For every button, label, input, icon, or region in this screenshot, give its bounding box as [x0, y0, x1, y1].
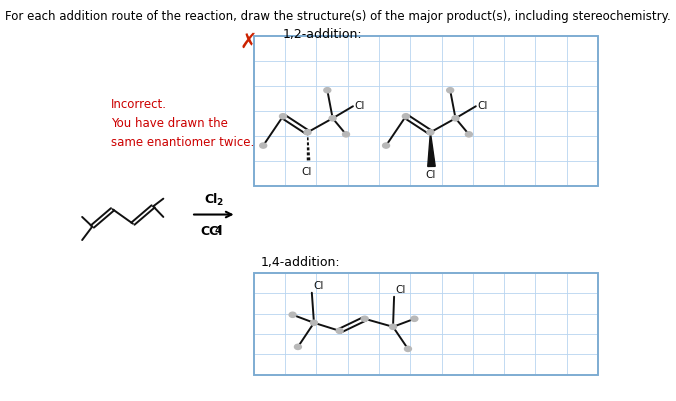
Circle shape	[447, 88, 454, 93]
Text: Cl: Cl	[204, 193, 218, 206]
Circle shape	[324, 88, 331, 93]
Circle shape	[289, 312, 296, 318]
Circle shape	[465, 132, 473, 137]
Circle shape	[343, 132, 349, 137]
Text: Incorrect.
You have drawn the
same enantiomer twice.: Incorrect. You have drawn the same enant…	[111, 98, 254, 149]
Text: CCl: CCl	[201, 225, 223, 237]
Circle shape	[329, 115, 336, 121]
Circle shape	[427, 130, 434, 135]
Text: For each addition route of the reaction, draw the structure(s) of the major prod: For each addition route of the reaction,…	[5, 10, 671, 22]
Text: Cl: Cl	[477, 101, 487, 111]
Bar	[254, 36, 598, 186]
Text: Cl: Cl	[301, 167, 312, 177]
Text: Cl: Cl	[395, 285, 406, 295]
Circle shape	[411, 316, 418, 322]
Text: Cl: Cl	[354, 101, 364, 111]
Circle shape	[310, 320, 318, 326]
Circle shape	[260, 143, 267, 148]
Circle shape	[295, 344, 301, 349]
Text: 1,2-addition:: 1,2-addition:	[283, 28, 362, 41]
Circle shape	[279, 114, 287, 119]
Bar	[254, 273, 598, 375]
Circle shape	[452, 115, 459, 121]
Circle shape	[361, 316, 368, 322]
Circle shape	[383, 143, 389, 148]
Circle shape	[336, 328, 343, 333]
Circle shape	[389, 324, 397, 330]
Text: 4: 4	[214, 226, 221, 235]
Bar	[254, 273, 598, 375]
Text: 1,4-addition:: 1,4-addition:	[260, 256, 340, 269]
Text: Cl: Cl	[314, 281, 324, 291]
Circle shape	[304, 130, 311, 135]
Bar	[254, 36, 598, 186]
Polygon shape	[428, 132, 435, 166]
Circle shape	[404, 346, 412, 351]
Text: ✗: ✗	[239, 32, 257, 52]
Text: 2: 2	[216, 198, 222, 207]
Text: Cl: Cl	[425, 170, 435, 180]
Circle shape	[402, 114, 409, 119]
